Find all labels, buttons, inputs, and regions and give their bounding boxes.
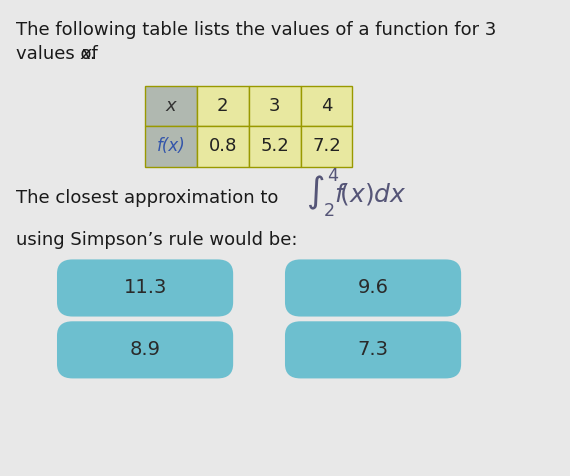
FancyBboxPatch shape [249, 86, 300, 126]
Text: 7.3: 7.3 [357, 340, 389, 359]
FancyBboxPatch shape [285, 321, 461, 378]
Text: x: x [81, 45, 91, 63]
Text: x: x [166, 97, 176, 115]
Text: $\int_2^4\!f\!\left(x\right)dx$: $\int_2^4\!f\!\left(x\right)dx$ [306, 167, 406, 219]
FancyBboxPatch shape [249, 126, 300, 167]
Text: f(x): f(x) [157, 138, 185, 155]
Text: 5.2: 5.2 [260, 138, 289, 155]
FancyBboxPatch shape [145, 86, 197, 126]
FancyBboxPatch shape [300, 86, 352, 126]
Text: using Simpson’s rule would be:: using Simpson’s rule would be: [15, 231, 297, 249]
Text: 8.9: 8.9 [129, 340, 161, 359]
Text: 0.8: 0.8 [209, 138, 237, 155]
Text: 11.3: 11.3 [123, 278, 167, 298]
Text: 7.2: 7.2 [312, 138, 341, 155]
FancyBboxPatch shape [285, 259, 461, 317]
Text: .: . [89, 45, 95, 63]
FancyBboxPatch shape [197, 86, 249, 126]
Text: 9.6: 9.6 [357, 278, 389, 298]
FancyBboxPatch shape [57, 259, 233, 317]
FancyBboxPatch shape [145, 126, 197, 167]
FancyBboxPatch shape [197, 126, 249, 167]
Text: values of: values of [15, 45, 103, 63]
Text: The following table lists the values of a function for 3: The following table lists the values of … [15, 21, 496, 40]
Text: 4: 4 [321, 97, 332, 115]
Text: 3: 3 [269, 97, 280, 115]
Text: 2: 2 [217, 97, 229, 115]
FancyBboxPatch shape [57, 321, 233, 378]
FancyBboxPatch shape [300, 126, 352, 167]
Text: The closest approximation to: The closest approximation to [15, 188, 284, 207]
